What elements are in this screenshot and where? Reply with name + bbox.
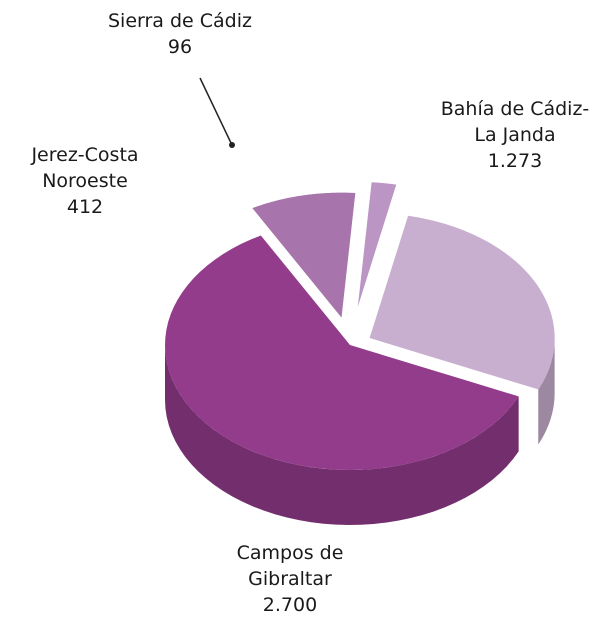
slice-label: Campos de Gibraltar 2.700 (215, 540, 365, 618)
slice-label: Jerez-Costa Noroeste 412 (0, 142, 170, 220)
leader-dot (229, 142, 235, 148)
category-label: Campos de Gibraltar (236, 542, 344, 590)
slice (357, 182, 397, 307)
category-label: Bahía de Cádiz-La Janda (440, 98, 590, 146)
slice-side (165, 345, 519, 525)
leader-line (199, 77, 232, 144)
slice (165, 235, 519, 470)
slice-side (538, 338, 555, 445)
slice-label: Sierra de Cádiz 96 (90, 8, 270, 60)
slice (369, 215, 555, 390)
value-label: 2.700 (262, 594, 318, 616)
value-label: 96 (167, 36, 193, 58)
value-label: 412 (66, 196, 104, 218)
value-label: 1.273 (487, 150, 543, 172)
slice-label: Bahía de Cádiz-La Janda 1.273 (440, 96, 590, 174)
slice (252, 192, 356, 318)
category-label: Jerez-Costa Noroeste (31, 144, 139, 192)
category-label: Sierra de Cádiz (107, 10, 252, 32)
